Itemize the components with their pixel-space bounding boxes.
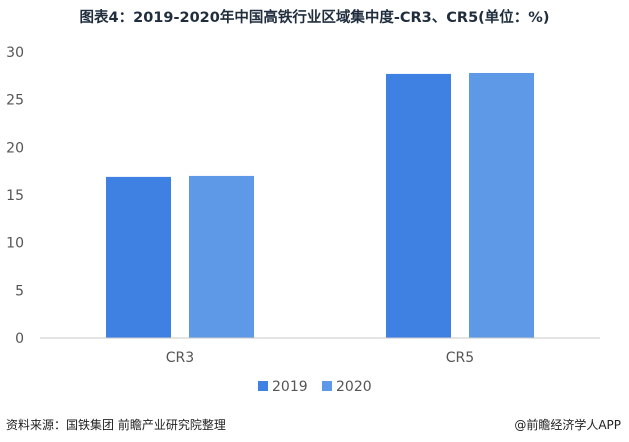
y-tick-label: 30 xyxy=(6,45,24,61)
legend: 2019 2020 xyxy=(258,379,372,395)
bar-2019-cr3 xyxy=(106,176,171,338)
x-axis: CR3 CR5 xyxy=(40,337,600,366)
x-tick-label: CR3 xyxy=(166,350,194,366)
source-note: 资料来源：国铁集团 前瞻产业研究院整理 xyxy=(6,418,226,432)
chart-title: 图表4：2019-2020年中国高铁行业区域集中度-CR3、CR5(单位：%) xyxy=(79,10,550,26)
bar-2019-cr5 xyxy=(386,73,451,338)
legend-label-2019: 2019 xyxy=(272,379,308,395)
x-tick-label: CR5 xyxy=(446,350,474,366)
bar-2020-cr3 xyxy=(189,175,254,338)
bars-group xyxy=(106,72,534,339)
y-axis: 0 5 10 15 20 25 30 xyxy=(6,45,24,347)
legend-swatch-2019 xyxy=(258,381,268,391)
y-tick-label: 10 xyxy=(6,236,24,252)
brand-note: @前瞻经济学人APP xyxy=(514,418,621,432)
y-tick-label: 25 xyxy=(6,93,24,109)
legend-swatch-2020 xyxy=(322,381,332,391)
y-tick-label: 15 xyxy=(6,188,24,204)
legend-label-2020: 2020 xyxy=(336,379,372,395)
bar-2020-cr5 xyxy=(469,72,534,339)
y-tick-label: 0 xyxy=(15,331,24,347)
y-tick-label: 20 xyxy=(6,140,24,156)
y-tick-label: 5 xyxy=(15,283,24,299)
